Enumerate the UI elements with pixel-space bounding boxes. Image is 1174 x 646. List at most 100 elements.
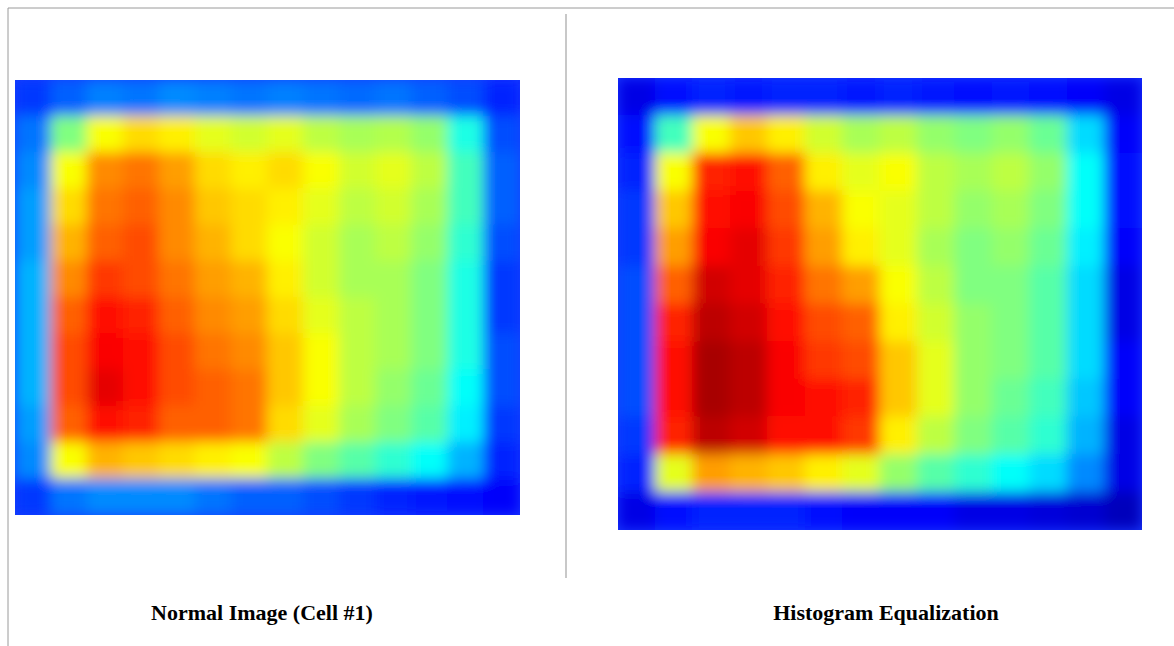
heatmap-cell: [123, 80, 160, 117]
heatmap-cell: [51, 370, 88, 407]
heatmap: [618, 78, 1142, 530]
heatmap-cell: [15, 333, 52, 370]
heatmap-cell: [917, 115, 955, 154]
heatmap-cell: [880, 341, 918, 380]
heatmap-cell: [123, 406, 160, 443]
heatmap-cell: [917, 379, 955, 418]
heatmap-cell: [375, 478, 412, 515]
heatmap-cell: [730, 228, 768, 267]
divider: [565, 14, 567, 578]
heatmap-cell: [767, 228, 805, 267]
heatmap-cell: [447, 406, 484, 443]
frame-left: [8, 8, 9, 646]
heatmap-cell: [339, 152, 376, 189]
heatmap-cell: [954, 191, 992, 230]
heatmap-cell: [195, 478, 232, 515]
heatmap-cell: [1067, 417, 1105, 456]
heatmap-cell: [375, 442, 412, 479]
heatmap-cell: [303, 297, 340, 334]
heatmap-cell: [51, 116, 88, 153]
heatmap-cell: [692, 304, 730, 343]
heatmap-cell: [123, 152, 160, 189]
heatmap-cell: [51, 261, 88, 298]
heatmap-cell: [159, 116, 196, 153]
heatmap-cell: [692, 417, 730, 456]
heatmap-cell: [51, 406, 88, 443]
frame-top: [8, 8, 1174, 9]
heatmap-cell: [992, 304, 1030, 343]
heatmap-cell: [805, 115, 843, 154]
heatmap-cell: [447, 297, 484, 334]
heatmap-cell: [15, 80, 52, 117]
heatmap-cell: [447, 333, 484, 370]
heatmap-cell: [339, 406, 376, 443]
heatmap-cell: [483, 370, 520, 407]
heatmap-cell: [51, 333, 88, 370]
heatmap-cell: [51, 225, 88, 262]
heatmap-cell: [411, 152, 448, 189]
heatmap-cell: [339, 225, 376, 262]
heatmap-cell: [992, 228, 1030, 267]
heatmap-cell: [123, 442, 160, 479]
heatmap-cell: [411, 333, 448, 370]
heatmap-cell: [1104, 153, 1142, 192]
heatmap-cell: [267, 225, 304, 262]
heatmap-cell: [87, 152, 124, 189]
heatmap-cell: [87, 297, 124, 334]
heatmap-cell: [692, 191, 730, 230]
heatmap-cell: [339, 188, 376, 225]
heatmap-cell: [1067, 191, 1105, 230]
heatmap-cell: [767, 78, 805, 116]
heatmap-cell: [15, 261, 52, 298]
heatmap-cell: [618, 341, 656, 380]
heatmap-cell: [917, 492, 955, 530]
heatmap-cell: [1104, 78, 1142, 116]
heatmap-cell: [767, 417, 805, 456]
heatmap-cell: [339, 333, 376, 370]
heatmap-cells: [618, 78, 1142, 530]
heatmap-cell: [655, 417, 693, 456]
heatmap-cell: [805, 341, 843, 380]
heatmap-cell: [303, 478, 340, 515]
heatmap-cell: [483, 152, 520, 189]
heatmap-cell: [339, 370, 376, 407]
heatmap-cell: [842, 492, 880, 530]
heatmap-cell: [1067, 115, 1105, 154]
heatmap-cell: [375, 80, 412, 117]
heatmap-cell: [87, 261, 124, 298]
heatmap-cell: [767, 153, 805, 192]
heatmap-cell: [880, 304, 918, 343]
heatmap-cell: [805, 492, 843, 530]
heatmap-cell: [231, 297, 268, 334]
heatmap-cell: [954, 115, 992, 154]
heatmap-cell: [1067, 228, 1105, 267]
heatmap-cell: [123, 188, 160, 225]
heatmap-cell: [195, 188, 232, 225]
heatmap-cell: [15, 442, 52, 479]
heatmap-cell: [303, 225, 340, 262]
heatmap-cell: [1029, 266, 1067, 305]
heatmap-cell: [483, 478, 520, 515]
heatmap-cell: [730, 492, 768, 530]
heatmap-cell: [767, 492, 805, 530]
heatmap-cell: [123, 297, 160, 334]
heatmap-cell: [842, 115, 880, 154]
heatmap-cell: [805, 304, 843, 343]
heatmap-cell: [231, 333, 268, 370]
heatmap-cell: [375, 297, 412, 334]
heatmap-cell: [655, 115, 693, 154]
heatmap-cell: [618, 191, 656, 230]
heatmap-cell: [1029, 304, 1067, 343]
heatmap-background: [15, 80, 520, 515]
figure: Normal Image (Cell #1)Histogram Equaliza…: [0, 0, 1174, 646]
heatmap-cell: [303, 261, 340, 298]
heatmap-cell: [1104, 115, 1142, 154]
heatmap-cell: [123, 225, 160, 262]
heatmap-cell: [805, 454, 843, 493]
heatmap-cell: [954, 153, 992, 192]
heatmap-cell: [51, 478, 88, 515]
heatmap-cell: [730, 454, 768, 493]
heatmap-cells: [15, 80, 520, 515]
heatmap-cell: [375, 152, 412, 189]
heatmap-cell: [880, 266, 918, 305]
